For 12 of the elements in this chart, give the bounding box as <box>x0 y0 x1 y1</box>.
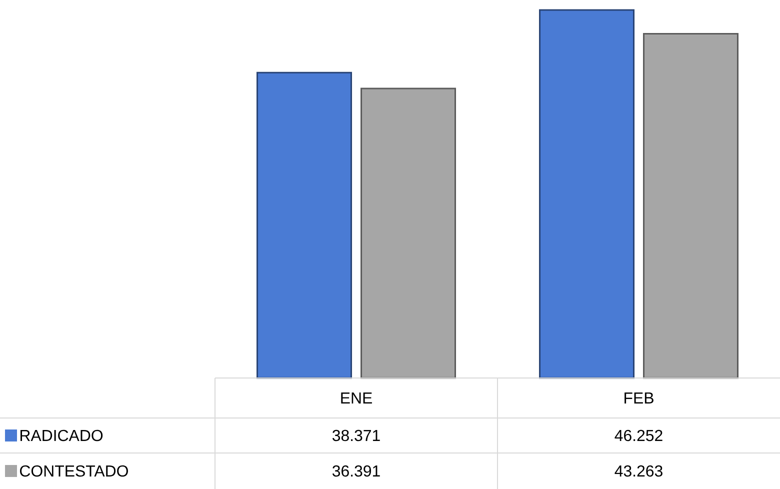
bar <box>539 9 635 379</box>
bar <box>360 88 456 379</box>
x-tick-label: FEB <box>624 392 654 404</box>
x-tick-label: ENE <box>341 392 372 404</box>
data-label: 38.371 <box>332 430 380 442</box>
legend-label: RADICADO <box>20 430 103 442</box>
bar <box>256 72 352 379</box>
data-label: 46.252 <box>614 430 662 442</box>
data-label: 36.391 <box>332 465 380 477</box>
data-label: 43.263 <box>614 465 662 477</box>
bar <box>643 33 739 379</box>
legend-label: CONTESTADO <box>20 465 128 477</box>
